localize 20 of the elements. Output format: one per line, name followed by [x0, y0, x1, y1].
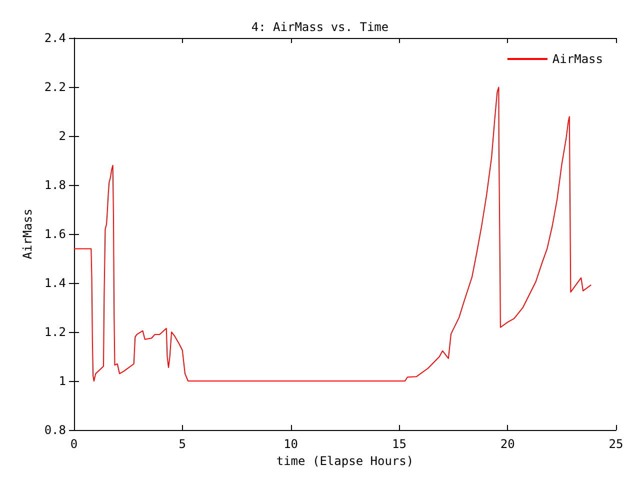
y-tick-label: 1.8: [44, 178, 66, 192]
y-tick-label: 1.6: [44, 227, 66, 241]
y-tick-label: 1.2: [44, 325, 66, 339]
line-series: [74, 86, 592, 382]
y-tick-label: 1: [58, 374, 66, 388]
y-tick-label: 2.2: [44, 80, 66, 94]
y-tick-label: 1.4: [44, 276, 66, 290]
chart-title: 4: AirMass vs. Time: [251, 20, 389, 34]
x-tick-label: 25: [608, 437, 624, 451]
x-tick-label: 15: [392, 437, 406, 451]
y-tick-label: 2: [58, 129, 66, 143]
x-tick-label: 0: [70, 437, 78, 451]
x-tick-label: 10: [284, 437, 298, 451]
x-tick-label: 20: [500, 437, 515, 451]
legend-label: AirMass: [552, 52, 604, 66]
y-tick-label: 2.4: [44, 31, 66, 45]
x-axis-title: time (Elapse Hours): [276, 454, 414, 468]
y-axis-title: AirMass: [20, 208, 34, 260]
x-tick-label: 5: [178, 437, 186, 451]
y-tick-label: 0.8: [44, 423, 66, 437]
